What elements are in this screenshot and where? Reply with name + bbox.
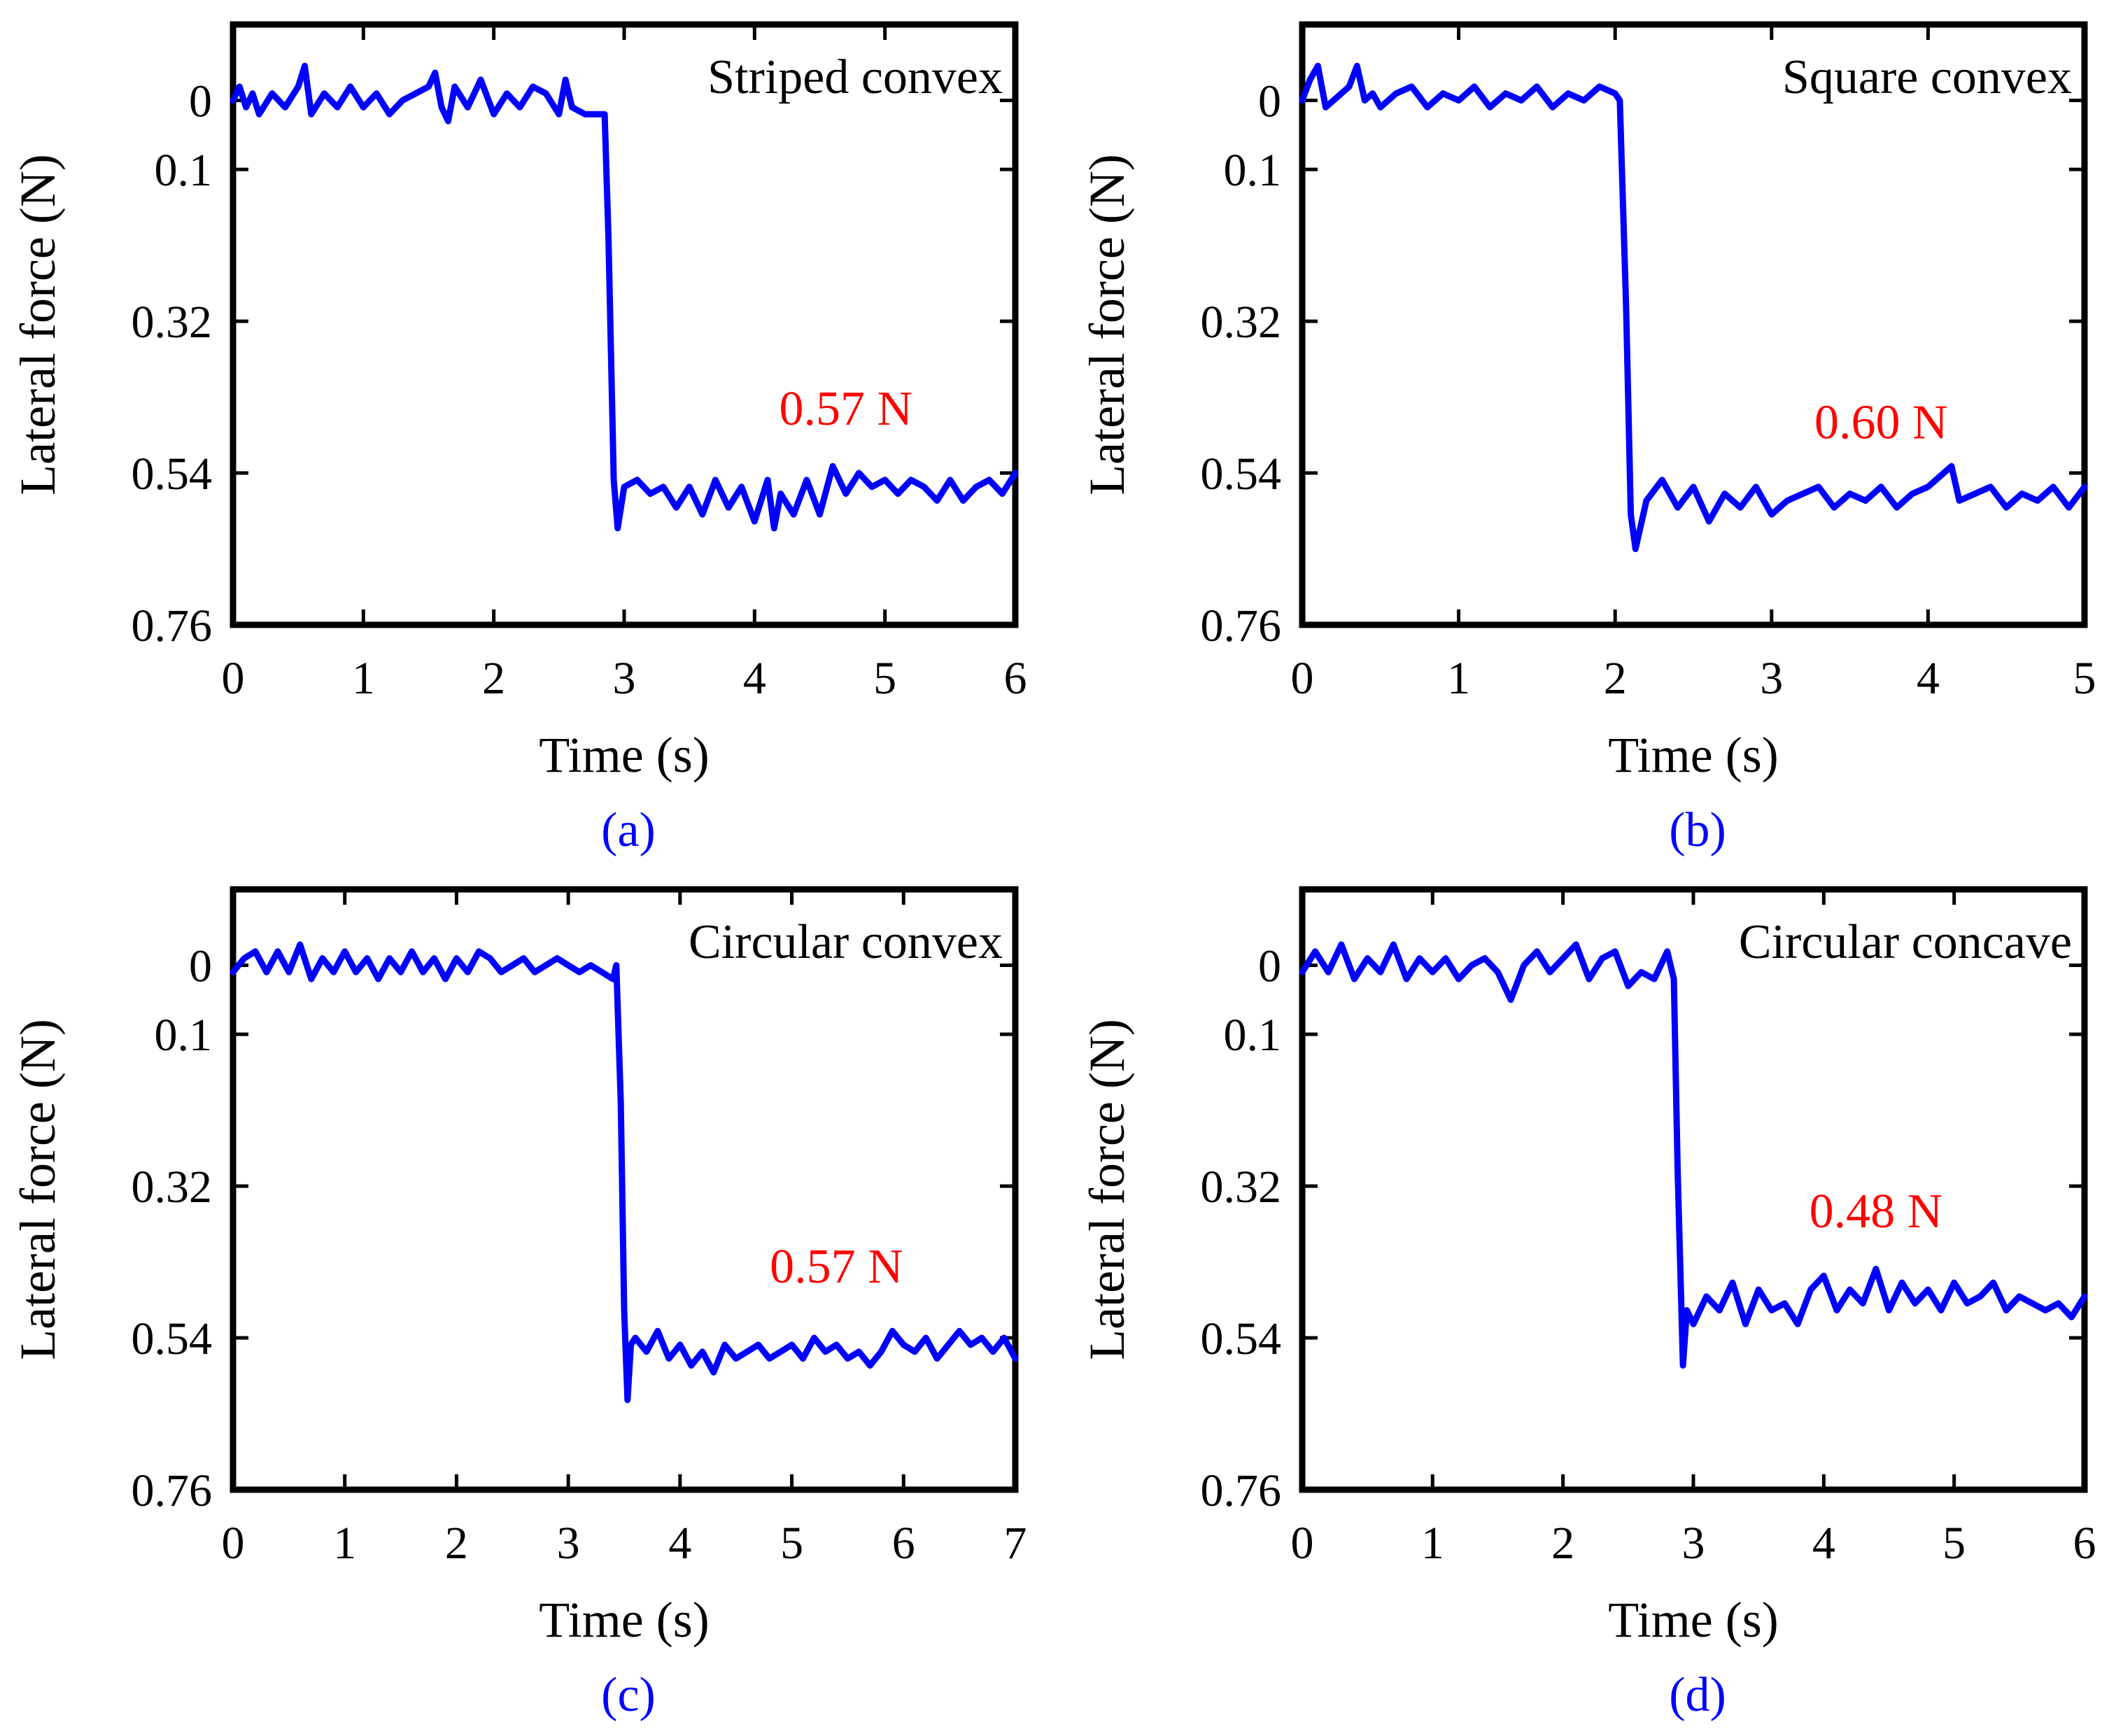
y-tick-label-c-4: 0.76 [132, 1465, 213, 1516]
x-tick-label-d-0: 0 [1291, 1518, 1314, 1569]
plot-frame-d [1299, 886, 2088, 1493]
y-tick-label-a-2: 0.32 [132, 297, 213, 348]
x-tick-label-a-2: 2 [482, 653, 505, 704]
y-tick-label-d-3: 0.54 [1201, 1313, 1282, 1364]
x-tick-label-b-0: 0 [1291, 653, 1314, 704]
x-tick-label-a-6: 6 [1004, 653, 1027, 704]
y-tick-label-c-0: 0 [189, 940, 212, 992]
panel-d: 0 1 2 3 4 5 6 0 0.1 0.32 0.54 0.76 Circular concave 0… [1079, 886, 2096, 1722]
x-tick-label-d-2: 2 [1551, 1518, 1574, 1569]
y-axis-label-c: Lateral force (N) [10, 1019, 66, 1360]
x-tick-label-c-6: 6 [892, 1518, 915, 1569]
x-tick-label-d-3: 3 [1682, 1518, 1705, 1569]
y-tick-label-c-1: 0.1 [155, 1010, 213, 1061]
x-tick-label-c-2: 2 [445, 1518, 468, 1569]
y-tick-label-b-0: 0 [1258, 76, 1281, 127]
value-annotation-d: 0.48 N [1810, 1185, 1943, 1239]
x-tick-label-c-7: 7 [1004, 1518, 1027, 1569]
series-line-b-0 [1299, 62, 2088, 552]
y-axis-label-b: Lateral force (N) [1079, 154, 1135, 495]
x-tick-label-d-5: 5 [1942, 1518, 1966, 1569]
x-tick-label-c-3: 3 [557, 1518, 580, 1569]
y-axis-label-a: Lateral force (N) [10, 154, 66, 495]
y-tick-label-d-1: 0.1 [1224, 1010, 1282, 1061]
x-tick-label-b-1: 1 [1447, 653, 1470, 704]
value-annotation-c: 0.57 N [770, 1240, 903, 1294]
y-tick-label-b-3: 0.54 [1201, 449, 1282, 500]
x-tick-label-a-5: 5 [873, 653, 896, 704]
panel-caption-b: (b) [1669, 803, 1726, 857]
y-tick-label-c-3: 0.54 [132, 1313, 213, 1364]
plot-frame-a [230, 21, 1019, 628]
y-tick-label-b-1: 0.1 [1224, 145, 1282, 196]
x-tick-label-c-1: 1 [333, 1518, 356, 1569]
x-tick-label-c-4: 4 [668, 1518, 691, 1569]
x-tick-label-b-3: 3 [1760, 653, 1783, 704]
series-line-a-0 [230, 62, 1019, 532]
x-tick-label-b-4: 4 [1917, 653, 1940, 704]
series-line-c-0 [230, 941, 1019, 1404]
x-tick-label-b-2: 2 [1604, 653, 1627, 704]
x-tick-label-a-1: 1 [352, 653, 375, 704]
y-tick-label-d-2: 0.32 [1201, 1162, 1282, 1213]
y-tick-label-d-4: 0.76 [1201, 1465, 1282, 1516]
y-tick-label-a-4: 0.76 [132, 600, 213, 651]
x-tick-label-b-5: 5 [2073, 653, 2096, 704]
x-tick-label-a-0: 0 [222, 653, 245, 704]
plot-frame-c [230, 886, 1019, 1493]
panel-caption-c: (c) [601, 1668, 656, 1722]
panel-a: 0 1 2 3 4 5 6 0 0.1 0.32 0.54 0.76 Striped convex 0.5… [10, 21, 1027, 857]
y-tick-label-b-4: 0.76 [1201, 600, 1282, 651]
panel-b: 0 1 2 3 4 5 0 0.1 0.32 0.54 0.76 Square convex 0.60 … [1079, 21, 2096, 857]
value-annotation-a: 0.57 N [779, 382, 912, 436]
x-tick-label-d-1: 1 [1421, 1518, 1444, 1569]
panel-caption-d: (d) [1669, 1668, 1726, 1722]
x-tick-label-c-0: 0 [222, 1518, 245, 1569]
panel-c: 0 1 2 3 4 5 6 7 0 0.1 0.32 0.54 0.76 Circular convex 0… [10, 886, 1027, 1722]
series-line-d-0 [1299, 941, 2088, 1369]
x-tick-label-a-4: 4 [743, 653, 766, 704]
panel-title-d: Circular concave [1739, 915, 2072, 969]
x-axis-label-b: Time (s) [1608, 727, 1778, 783]
y-tick-label-a-0: 0 [189, 76, 212, 127]
y-axis-label-d: Lateral force (N) [1079, 1019, 1135, 1360]
y-tick-label-d-0: 0 [1258, 940, 1281, 992]
x-axis-label-d: Time (s) [1608, 1592, 1778, 1648]
plot-frame-b [1299, 21, 2088, 628]
x-tick-label-a-3: 3 [613, 653, 636, 704]
x-tick-label-c-5: 5 [780, 1518, 803, 1569]
panel-title-a: Striped convex [707, 50, 1003, 104]
x-axis-label-a: Time (s) [539, 727, 709, 783]
x-tick-label-d-4: 4 [1812, 1518, 1835, 1569]
y-tick-label-a-1: 0.1 [155, 145, 213, 196]
panel-title-b: Square convex [1782, 50, 2072, 104]
panel-caption-a: (a) [601, 803, 656, 857]
y-tick-label-c-2: 0.32 [132, 1162, 213, 1213]
x-axis-label-c: Time (s) [539, 1592, 709, 1648]
x-tick-label-d-6: 6 [2073, 1518, 2096, 1569]
value-annotation-b: 0.60 N [1814, 396, 1948, 450]
panel-title-c: Circular convex [689, 915, 1003, 969]
y-tick-label-a-3: 0.54 [132, 449, 213, 500]
y-tick-label-b-2: 0.32 [1201, 297, 1282, 348]
